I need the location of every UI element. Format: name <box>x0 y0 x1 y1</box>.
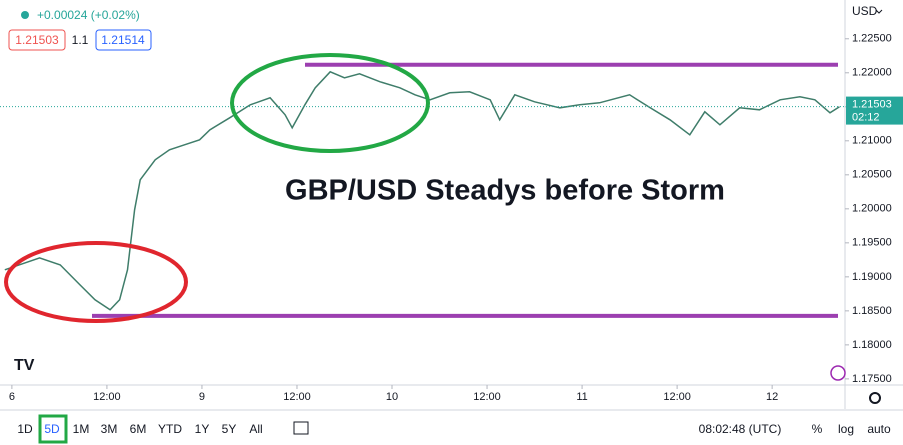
x-tick-label: 12 <box>766 391 778 403</box>
log-toggle[interactable]: log <box>838 422 854 436</box>
highlight-ellipse <box>4 241 188 323</box>
range-button[interactable]: 3M <box>101 422 118 436</box>
x-tick-label: 12:00 <box>473 391 501 403</box>
range-button[interactable]: All <box>249 422 262 436</box>
y-tick-label: 1.18000 <box>852 339 892 351</box>
status-dot <box>21 11 29 19</box>
spread: 1.1 <box>72 33 89 47</box>
price-line <box>4 70 840 311</box>
y-tick-label: 1.22000 <box>852 67 892 79</box>
y-tick-label: 1.20500 <box>852 169 892 181</box>
sell-button[interactable] <box>8 29 66 51</box>
clock: 08:02:48 (UTC) <box>699 422 782 436</box>
logo: TV <box>14 357 35 374</box>
chevron <box>875 9 883 14</box>
range-button[interactable]: YTD <box>158 422 182 436</box>
last-price: 1.21503 <box>852 98 892 110</box>
x-tick-label: 10 <box>386 391 398 403</box>
x-tick-label: 6 <box>9 391 15 403</box>
range-button[interactable]: 1M <box>73 422 90 436</box>
buy-price[interactable]: 1.21514 <box>101 33 145 47</box>
range-button[interactable]: 1Y <box>195 422 210 436</box>
y-tick-label: 1.21000 <box>852 135 892 147</box>
y-tick-label: 1.17500 <box>852 373 892 385</box>
y-tick-label: 1.19000 <box>852 271 892 283</box>
alert-icon[interactable] <box>830 365 846 381</box>
range-button[interactable]: 6M <box>130 422 147 436</box>
highlight-ellipse <box>230 53 430 153</box>
x-tick-label: 12:00 <box>663 391 691 403</box>
x-tick-label: 12:00 <box>93 391 121 403</box>
annotation: GBP/USD Steadys before Storm <box>285 175 725 207</box>
range-button[interactable]: 1D <box>17 422 33 436</box>
percent-toggle[interactable]: % <box>812 422 823 436</box>
x-tick-label: 11 <box>576 391 587 403</box>
x-tick-label: 9 <box>199 391 205 403</box>
y-tick-label: 1.20000 <box>852 203 892 215</box>
sell-price[interactable]: 1.21503 <box>15 33 59 47</box>
price-label-box <box>846 96 903 125</box>
x-tick-label: 12:00 <box>283 391 311 403</box>
y-tick-label: 1.19500 <box>852 237 892 249</box>
y-tick-label: 1.18500 <box>852 305 892 317</box>
range-button[interactable]: 5D <box>44 422 60 436</box>
y-tick-label: 1.22500 <box>852 33 892 45</box>
change: +0.00024 (+0.02%) <box>37 8 140 22</box>
range-button[interactable]: 5Y <box>222 422 237 436</box>
date-range-icon[interactable] <box>293 421 309 435</box>
selected-range <box>38 414 68 444</box>
settings-icon[interactable] <box>869 392 881 404</box>
currency[interactable]: USD <box>852 4 878 18</box>
auto-toggle[interactable]: auto <box>867 422 891 436</box>
countdown: 02:12 <box>852 111 880 123</box>
buy-button[interactable] <box>95 29 152 51</box>
